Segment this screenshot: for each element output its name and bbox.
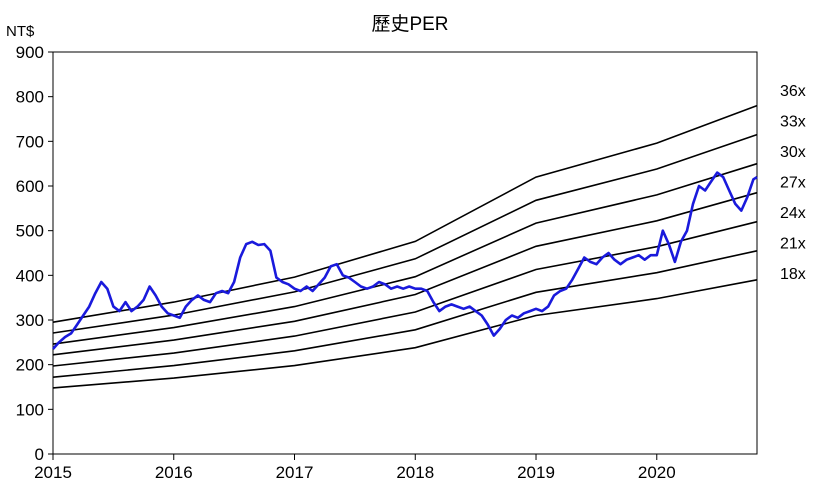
band-label-21x: 21x bbox=[780, 236, 806, 253]
per-band-18x bbox=[52, 279, 758, 389]
per-band-24x bbox=[52, 220, 758, 367]
price-series bbox=[52, 171, 758, 350]
y-tick-label: 0 bbox=[35, 445, 44, 464]
per-band-27x bbox=[52, 191, 758, 356]
y-tick-label: 300 bbox=[16, 311, 44, 330]
band-label-33x: 33x bbox=[780, 114, 806, 131]
price-line bbox=[52, 171, 758, 350]
x-tick-label: 2020 bbox=[638, 463, 676, 482]
chart-title: 歷史PER bbox=[371, 13, 448, 35]
y-tick-label: 700 bbox=[16, 132, 44, 151]
y-tick-label: 500 bbox=[16, 222, 44, 241]
band-labels: 36x 33x 30x 27x 24x 21x 18x bbox=[780, 83, 806, 283]
band-label-18x: 18x bbox=[780, 266, 806, 283]
y-axis: 0 100 200 300 400 500 600 700 800 900 bbox=[16, 43, 53, 464]
y-tick-label: 400 bbox=[16, 266, 44, 285]
band-label-30x: 30x bbox=[780, 144, 806, 161]
x-tick-label: 2017 bbox=[276, 463, 314, 482]
band-label-27x: 27x bbox=[780, 175, 806, 192]
y-tick-label: 800 bbox=[16, 88, 44, 107]
band-label-24x: 24x bbox=[780, 205, 806, 222]
x-tick-label: 2019 bbox=[517, 463, 555, 482]
x-tick-label: 2016 bbox=[155, 463, 193, 482]
plot-area bbox=[52, 51, 758, 455]
per-band-36x bbox=[52, 104, 758, 323]
y-tick-label: 600 bbox=[16, 177, 44, 196]
x-axis: 2015 2016 2017 2018 2019 2020 bbox=[34, 454, 676, 482]
y-tick-label: 900 bbox=[16, 43, 44, 62]
x-tick-label: 2015 bbox=[34, 463, 72, 482]
per-band-21x bbox=[52, 250, 758, 378]
band-label-36x: 36x bbox=[780, 83, 806, 100]
y-axis-unit: NT$ bbox=[6, 23, 35, 40]
y-tick-label: 100 bbox=[16, 400, 44, 419]
y-tick-label: 200 bbox=[16, 356, 44, 375]
per-band-30x bbox=[52, 162, 758, 345]
x-tick-label: 2018 bbox=[396, 463, 434, 482]
